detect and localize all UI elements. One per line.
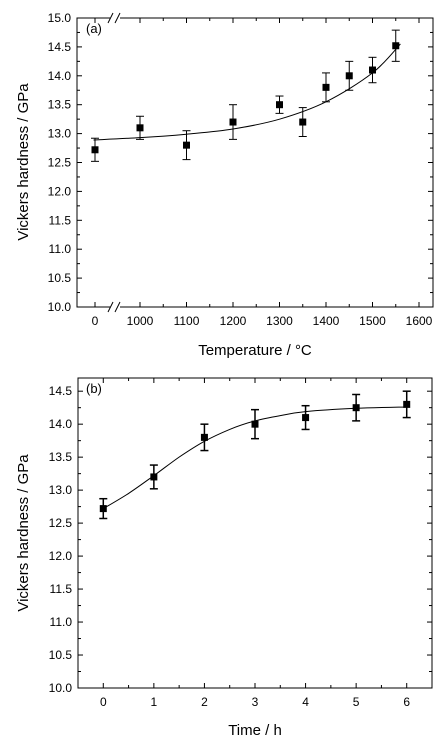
marker-a-9 (392, 42, 400, 50)
x-axis-a: 0 1000 1100 1200 1300 1400 1500 1600 (92, 18, 433, 328)
marker-b-6 (403, 400, 411, 408)
marker-a-8 (369, 66, 376, 74)
x-axis-title-a: Temperature / °C (198, 342, 312, 359)
y-tick-label-a-5: 12.5 (48, 156, 72, 170)
x-axis-title-a-text: Temperature / (198, 342, 295, 359)
y-tick-label-b-7: 13.5 (49, 450, 73, 464)
marker-a-0 (91, 146, 99, 154)
marker-a-3 (229, 118, 237, 126)
data-point-a-1 (136, 115, 144, 140)
x-tick-label-b-2: 2 (201, 695, 208, 709)
x-axis-b: 0 1 2 3 4 5 6 (100, 378, 410, 709)
data-point-b-3 (251, 408, 259, 440)
marker-a-5 (299, 118, 307, 126)
data-point-a-8 (368, 56, 377, 84)
x-tick-label-a-5: 1400 (313, 314, 340, 328)
axis-break-slash-1-bottom (107, 301, 114, 313)
data-point-b-5 (352, 393, 361, 422)
x-tick-label-a-0: 0 (92, 314, 99, 328)
marker-b-2 (200, 433, 208, 441)
panel-label-a: (a) (86, 21, 102, 36)
data-point-a-0 (91, 137, 99, 162)
data-point-b-1 (149, 464, 158, 490)
data-point-a-7 (345, 60, 354, 91)
y-tick-label-b-8: 14.0 (49, 417, 73, 431)
data-point-b-2 (200, 423, 209, 452)
y-axis-a: 10.0 10.5 11.0 11.5 12.0 12.5 13.0 13.5 14.0 14.5… (48, 11, 433, 314)
x-tick-label-b-5: 5 (353, 695, 360, 709)
axis-break-gap-bottom (110, 302, 120, 312)
marker-b-4 (302, 414, 310, 422)
x-tick-label-b-6: 6 (403, 695, 410, 709)
data-point-b-4 (301, 404, 310, 431)
y-axis-title-a: Vickers hardness / GPa (15, 83, 32, 241)
x-tick-label-b-0: 0 (100, 695, 107, 709)
y-tick-label-a-8: 14.0 (48, 69, 72, 83)
x-axis-title-a-unit: °C (295, 342, 312, 359)
x-tick-label-a-6: 1500 (359, 314, 386, 328)
axis-break-slash-2-top (114, 12, 121, 24)
y-tick-label-a-6: 13.0 (48, 127, 72, 141)
axis-break-slash-2-bottom (114, 301, 121, 313)
data-point-a-6 (322, 72, 330, 103)
marker-a-2 (183, 141, 190, 149)
y-tick-label-b-4: 12.0 (49, 549, 73, 563)
panel-label-b: (b) (86, 381, 102, 396)
y-tick-label-a-0: 10.0 (48, 300, 72, 314)
marker-a-7 (345, 72, 353, 80)
axis-break-slash-1-top (107, 12, 114, 24)
y-axis-b: 10.0 10.5 11.0 11.5 12.0 12.5 13.0 13.5 14.0 14.5 (49, 384, 432, 695)
plot-frame-a (76, 17, 434, 308)
y-tick-label-a-10: 15.0 (48, 11, 72, 25)
x-tick-label-a-1: 1000 (127, 314, 154, 328)
y-axis-title-b: Vickers hardness / GPa (15, 454, 32, 612)
y-tick-label-b-9: 14.5 (49, 384, 73, 398)
y-tick-label-a-9: 14.5 (48, 40, 72, 54)
x-tick-label-b-3: 3 (252, 695, 259, 709)
marker-b-3 (251, 420, 259, 428)
x-tick-label-b-1: 1 (151, 695, 158, 709)
axis-break-gap-top (110, 13, 120, 23)
axis-break-a (107, 12, 121, 313)
data-point-a-9 (391, 29, 400, 62)
data-point-a-3 (229, 104, 237, 140)
data-points-a (91, 29, 400, 162)
marker-b-5 (352, 404, 360, 412)
y-tick-label-a-1: 10.5 (48, 271, 72, 285)
y-tick-label-b-3: 11.5 (50, 582, 73, 596)
marker-b-1 (150, 473, 158, 481)
x-axis-title-b: Time / h (228, 722, 282, 739)
y-tick-label-a-2: 11.0 (49, 242, 72, 256)
data-points-b (99, 390, 411, 520)
marker-a-1 (136, 124, 144, 132)
x-tick-label-b-4: 4 (302, 695, 309, 709)
chart-panel-a: 10.0 10.5 11.0 11.5 12.0 12.5 13.0 13.5 14.0 14.5… (15, 11, 434, 359)
y-tick-label-a-4: 12.0 (48, 184, 72, 198)
data-point-a-4 (275, 95, 284, 114)
marker-a-6 (322, 83, 330, 91)
marker-b-0 (99, 505, 107, 513)
y-tick-label-b-0: 10.0 (49, 681, 73, 695)
y-tick-label-b-1: 10.5 (49, 648, 73, 662)
y-tick-label-a-7: 13.5 (48, 98, 72, 112)
x-tick-label-a-7: 1600 (406, 314, 433, 328)
data-point-a-5 (298, 107, 307, 137)
y-tick-label-b-2: 11.0 (50, 615, 73, 629)
fit-curve-a (93, 43, 401, 141)
x-tick-label-a-2: 1100 (174, 314, 200, 328)
y-tick-label-a-3: 11.5 (49, 213, 72, 227)
chart-panel-b: 10.0 10.5 11.0 11.5 12.0 12.5 13.0 13.5 14.0 14.5… (15, 377, 433, 739)
marker-a-4 (276, 101, 283, 109)
y-tick-label-b-5: 12.5 (49, 516, 73, 530)
fit-curve-b (103, 406, 407, 510)
x-tick-label-a-4: 1300 (266, 314, 293, 328)
x-tick-label-a-3: 1200 (220, 314, 247, 328)
data-point-b-0 (99, 497, 108, 520)
data-point-b-6 (402, 390, 411, 419)
y-tick-label-b-6: 13.0 (49, 483, 73, 497)
data-point-a-2 (182, 130, 191, 161)
